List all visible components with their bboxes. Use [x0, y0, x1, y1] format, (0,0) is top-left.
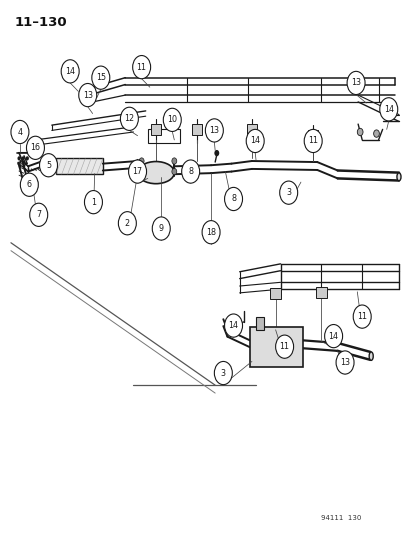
Text: 4: 4 [17, 127, 22, 136]
Circle shape [84, 191, 102, 214]
Text: 1: 1 [91, 198, 96, 207]
Bar [56, 158, 102, 174]
Text: 14: 14 [228, 321, 238, 330]
Circle shape [152, 217, 170, 240]
Circle shape [132, 55, 150, 79]
Circle shape [335, 351, 353, 374]
Circle shape [214, 150, 219, 156]
Text: 8: 8 [230, 195, 235, 204]
Bar [308, 131, 317, 141]
Circle shape [139, 158, 144, 164]
Circle shape [346, 71, 364, 94]
Text: 14: 14 [249, 136, 259, 146]
Circle shape [23, 164, 25, 167]
Circle shape [30, 203, 47, 227]
Ellipse shape [137, 161, 174, 184]
Bar [269, 288, 281, 299]
Circle shape [25, 162, 27, 165]
Circle shape [128, 160, 146, 183]
Text: 13: 13 [83, 91, 93, 100]
Circle shape [21, 156, 25, 160]
Bar [315, 287, 326, 298]
Circle shape [28, 182, 33, 188]
Text: 11: 11 [356, 312, 366, 321]
Text: 11: 11 [136, 62, 146, 71]
Circle shape [26, 185, 31, 191]
Circle shape [163, 108, 181, 132]
Text: 10: 10 [167, 115, 177, 124]
Circle shape [181, 160, 199, 183]
Circle shape [171, 168, 176, 175]
Bar [191, 124, 201, 135]
Circle shape [224, 188, 242, 211]
Text: 11: 11 [279, 342, 289, 351]
Bar [247, 124, 256, 135]
Text: 13: 13 [350, 78, 360, 87]
Circle shape [275, 335, 293, 358]
Text: 14: 14 [328, 332, 338, 341]
Circle shape [92, 66, 109, 90]
Ellipse shape [368, 352, 373, 360]
Circle shape [23, 160, 25, 163]
Bar [255, 317, 263, 330]
Text: 13: 13 [209, 126, 219, 135]
Circle shape [205, 119, 223, 142]
Circle shape [17, 162, 20, 165]
Text: 5: 5 [46, 161, 51, 169]
Circle shape [26, 136, 44, 159]
Text: 9: 9 [158, 224, 164, 233]
Text: 2: 2 [124, 219, 130, 228]
Circle shape [202, 221, 220, 244]
Text: 11: 11 [307, 136, 318, 146]
Text: 16: 16 [31, 143, 40, 152]
Text: 18: 18 [206, 228, 216, 237]
Circle shape [26, 156, 29, 160]
Text: 15: 15 [95, 73, 106, 82]
Text: 3: 3 [285, 188, 290, 197]
Bar [249, 327, 302, 367]
Text: 12: 12 [124, 114, 134, 123]
Circle shape [118, 212, 136, 235]
Ellipse shape [396, 173, 400, 181]
Circle shape [78, 84, 97, 107]
Circle shape [246, 130, 263, 152]
Circle shape [214, 361, 232, 385]
Circle shape [26, 178, 31, 184]
Text: 94111  130: 94111 130 [320, 515, 361, 521]
Text: 14: 14 [383, 105, 393, 114]
Text: 3: 3 [220, 368, 225, 377]
Circle shape [171, 158, 176, 164]
Circle shape [304, 130, 321, 152]
Circle shape [379, 98, 397, 121]
Circle shape [19, 164, 22, 167]
Text: 17: 17 [132, 167, 142, 176]
Circle shape [279, 181, 297, 204]
Circle shape [373, 130, 378, 138]
Circle shape [224, 314, 242, 337]
Circle shape [11, 120, 29, 143]
Circle shape [356, 128, 362, 136]
Circle shape [61, 60, 79, 83]
Text: 13: 13 [339, 358, 349, 367]
Bar [147, 130, 180, 142]
Circle shape [40, 154, 57, 177]
Circle shape [120, 107, 138, 131]
Circle shape [17, 156, 21, 160]
Text: 7: 7 [36, 211, 41, 219]
Circle shape [19, 160, 22, 163]
Circle shape [324, 325, 342, 348]
Circle shape [352, 305, 370, 328]
Bar [151, 124, 161, 135]
Text: 8: 8 [188, 167, 193, 176]
Text: 6: 6 [27, 180, 32, 189]
Circle shape [20, 173, 38, 196]
Text: 14: 14 [65, 67, 75, 76]
Text: 11–130: 11–130 [15, 16, 67, 29]
